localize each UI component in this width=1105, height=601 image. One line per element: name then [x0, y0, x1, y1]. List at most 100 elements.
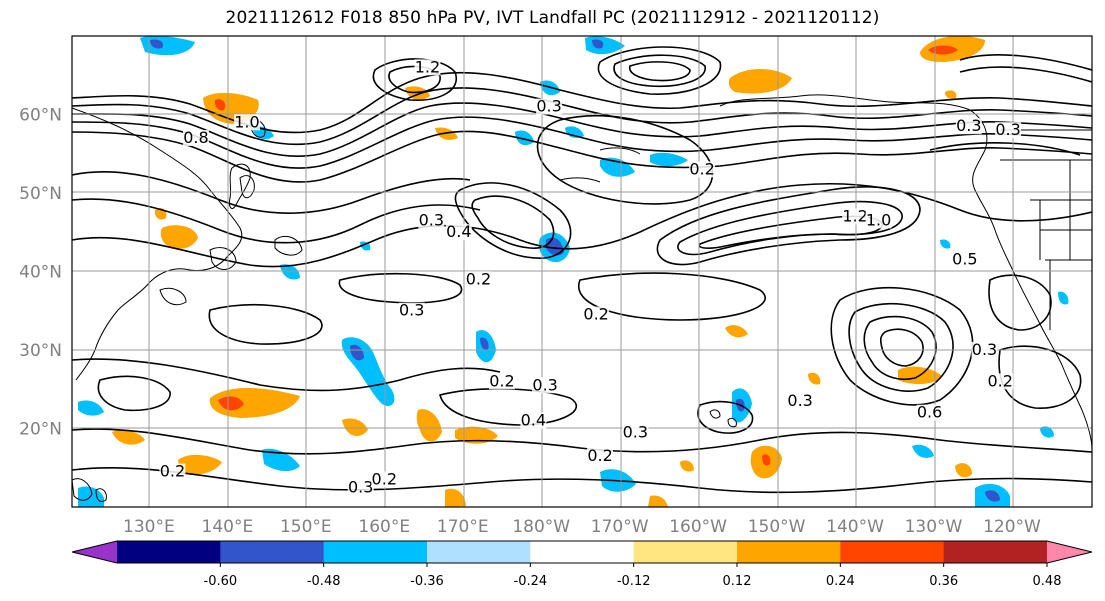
- lat-label: 30°N: [19, 341, 62, 361]
- contour-label-bg: [987, 373, 1014, 390]
- contour-label: 0.3: [419, 210, 444, 229]
- contour-label: 0.4: [521, 411, 546, 430]
- lat-label: 60°N: [19, 106, 62, 126]
- colorbar-tick-label: -0.60: [204, 574, 238, 589]
- contour-label-bg: [488, 373, 515, 390]
- contour-label-bg: [347, 479, 374, 496]
- contour-label-bg: [842, 208, 869, 225]
- contour-label: 0.2: [587, 446, 612, 465]
- contour-label-bg: [689, 161, 716, 178]
- contour-label: 0.3: [623, 422, 648, 441]
- lon-label: 170°E: [437, 517, 489, 537]
- contour-label: 0.2: [489, 371, 514, 390]
- pv-shading: [78, 36, 1069, 507]
- contour-label-bg: [951, 251, 978, 268]
- colorbar-segment: [840, 541, 945, 563]
- colorbar-segment: [427, 541, 531, 563]
- contour-label: 0.3: [536, 97, 561, 116]
- contour-label: 0.3: [972, 340, 997, 359]
- contour-label: 0.3: [532, 375, 557, 394]
- contour-label-bg: [787, 392, 814, 409]
- lon-label: 140°W: [826, 517, 884, 537]
- contour-label: 0.2: [987, 371, 1012, 390]
- contour-label: 0.8: [183, 128, 208, 147]
- contour-label-bg: [916, 404, 943, 421]
- contour-label-bg: [520, 412, 547, 429]
- contour-label: 0.3: [956, 116, 981, 135]
- lon-label: 160°E: [358, 517, 410, 537]
- contour-label-bg: [418, 212, 445, 229]
- lat-label: 40°N: [19, 263, 62, 283]
- contour-label-bg: [414, 59, 441, 76]
- longitude-labels: 130°E 140°E 150°E 160°E 170°E 180°W 170°W 160°W…: [123, 517, 1041, 537]
- colorbar-segment: [220, 541, 325, 563]
- contour-label: 1.0: [234, 112, 259, 131]
- contour-label: 0.6: [917, 403, 942, 422]
- contour-label-bg: [233, 114, 260, 131]
- contour-label: 0.3: [399, 301, 424, 320]
- lat-label: 50°N: [19, 184, 62, 204]
- colorbar-tick-label: 0.12: [723, 574, 752, 589]
- lon-label: 130°W: [905, 517, 963, 537]
- graticule: [72, 36, 1092, 507]
- lon-label: 160°W: [669, 517, 727, 537]
- colorbar-tick-label: -0.24: [514, 574, 548, 589]
- contour-label-bg: [865, 212, 892, 229]
- contour-label-bg: [971, 341, 998, 358]
- contour-label-bg: [159, 463, 186, 480]
- colorbar-tick-label: 0.36: [929, 574, 958, 589]
- contour-label: 0.2: [466, 269, 491, 288]
- colorbar-segment: [323, 541, 428, 563]
- contour-label-bg: [583, 306, 610, 323]
- contour-label-bg: [182, 129, 209, 146]
- colorbar-outline: [71, 540, 1093, 564]
- contour-label-bg: [371, 471, 398, 488]
- lon-label: 150°E: [280, 517, 332, 537]
- lon-label: 180°W: [512, 517, 570, 537]
- contour-label-bg: [955, 118, 982, 135]
- contour-label: 0.2: [372, 469, 397, 488]
- colorbar-segment: [737, 541, 841, 563]
- contour-label: 0.2: [583, 305, 608, 324]
- contour-label-bg: [532, 377, 559, 394]
- lon-label: 140°E: [202, 517, 254, 537]
- colorbar-tick-label: -0.12: [617, 574, 651, 589]
- colorbar-segment: [117, 541, 221, 563]
- colorbar-segment: [633, 541, 738, 563]
- contour-label: 1.2: [415, 57, 440, 76]
- colorbar-segment: [943, 541, 1048, 563]
- colorbar-tick-label: 0.48: [1033, 574, 1062, 589]
- contour-label: 1.0: [866, 210, 891, 229]
- colorbar-extend-min: [72, 541, 117, 563]
- contour-label-bg: [587, 447, 614, 464]
- lon-label: 150°W: [748, 517, 806, 537]
- figure-title: 2021112612 F018 850 hPa PV, IVT Landfall…: [225, 8, 880, 28]
- colorbar-tick-label: 0.24: [826, 574, 855, 589]
- map-frame: [71, 35, 1093, 508]
- contour-label-bg: [445, 224, 472, 241]
- contour-label: 0.3: [995, 120, 1020, 139]
- contour-label-bg: [995, 122, 1022, 139]
- colorbar-extend-max: [1047, 541, 1092, 563]
- contour-label: 0.4: [446, 222, 471, 241]
- contour-label: 0.3: [348, 477, 373, 496]
- colorbar: -0.60 -0.48 -0.36 -0.24 -0.12 0.12 0.24 0.36 0.4…: [71, 540, 1093, 589]
- lon-label: 130°E: [123, 517, 175, 537]
- contour-label: 1.2: [842, 206, 867, 225]
- contour-labels: 1.21.00.80.30.20.30.40.50.30.30.20.20.2 0…: [159, 57, 1022, 496]
- contour-label: 0.3: [787, 391, 812, 410]
- lon-label: 170°W: [591, 517, 649, 537]
- colorbar-tick-label: -0.48: [307, 574, 341, 589]
- lon-label: 120°W: [983, 517, 1041, 537]
- contour-label-bg: [536, 98, 563, 115]
- latitude-labels: 60°N 50°N 40°N 30°N 20°N: [19, 106, 62, 440]
- lat-label: 20°N: [19, 420, 62, 440]
- contour-label-bg: [398, 302, 425, 319]
- contour-label-bg: [622, 424, 649, 441]
- contour-label: 0.5: [952, 250, 977, 269]
- colorbar-segment: [530, 541, 635, 563]
- contour-label-bg: [465, 271, 492, 288]
- colorbar-tick-label: -0.36: [410, 574, 444, 589]
- contour-label: 0.2: [689, 159, 714, 178]
